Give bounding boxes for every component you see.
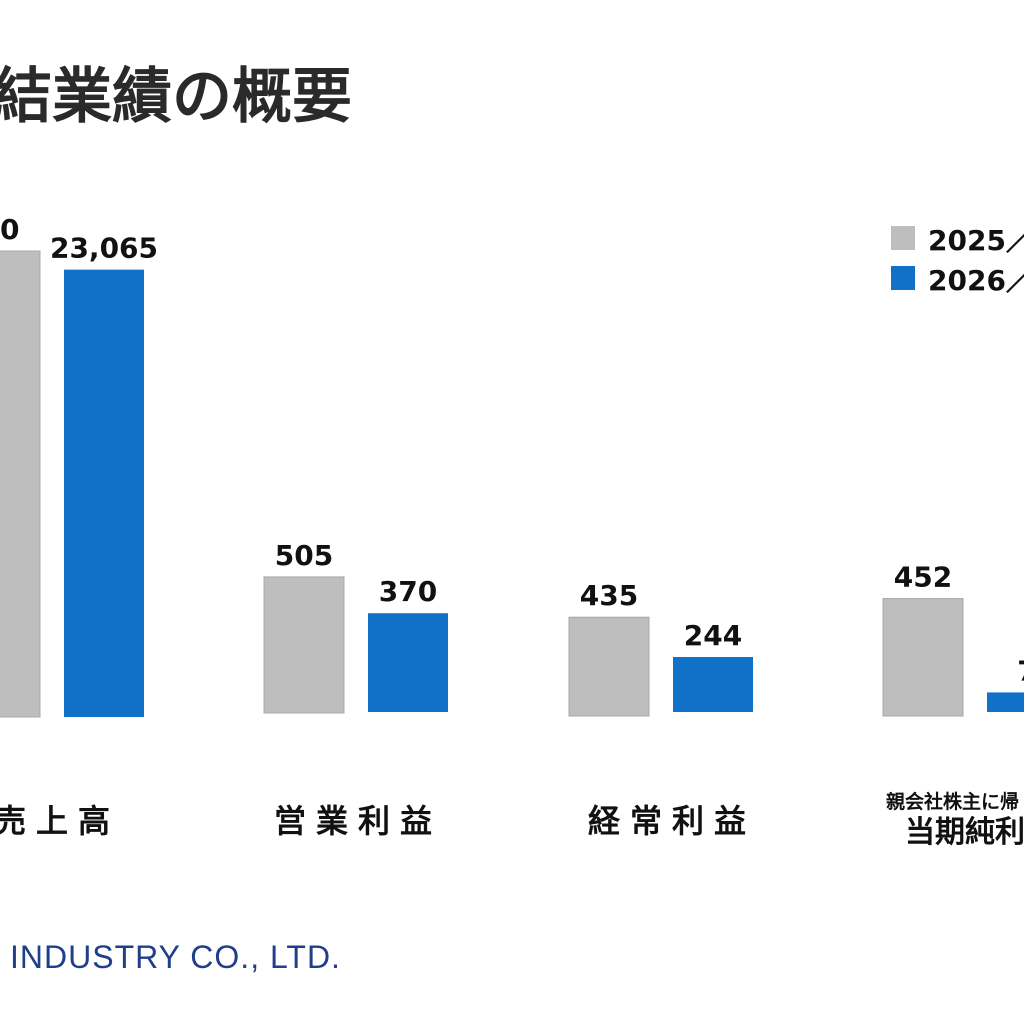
legend-swatch-2026 bbox=[891, 266, 915, 290]
value-label-2026-2: 244 bbox=[684, 619, 742, 652]
value-label-2026-1: 370 bbox=[379, 575, 437, 608]
value-label-2025-1: 505 bbox=[275, 539, 333, 572]
chart-title: 結業績の概要 bbox=[0, 62, 352, 132]
bar-2025-0 bbox=[0, 250, 41, 718]
bars-group bbox=[0, 250, 1024, 718]
value-label-2026-3: 7 bbox=[1017, 654, 1024, 687]
category-label-keijo-rieki: 経常利益 bbox=[588, 802, 756, 840]
company-name-footer: INDUSTRY CO., LTD. bbox=[10, 939, 341, 975]
bar-2025-2 bbox=[568, 616, 650, 717]
legend-swatch-2025 bbox=[891, 226, 915, 250]
legend: 2025／ 2026／ bbox=[891, 224, 1024, 297]
category-sublabel-net: 親会社株主に帰 bbox=[886, 790, 1019, 813]
category-label-uriagedaka: 売上高 bbox=[0, 802, 120, 840]
legend-label-2025: 2025／ bbox=[928, 224, 1024, 257]
value-label-2026-0: 23,065 bbox=[50, 232, 158, 265]
bar-2026-0 bbox=[64, 269, 144, 717]
legend-label-2026: 2026／ bbox=[928, 264, 1024, 297]
bar-2025-1 bbox=[263, 576, 345, 714]
bar-2025-3 bbox=[882, 598, 964, 717]
value-label-2025-2: 435 bbox=[580, 579, 638, 612]
bar-2026-2 bbox=[673, 657, 753, 712]
category-label-net-income: 当期純利 bbox=[905, 815, 1024, 850]
category-labels: 売上高 営業利益 経常利益 親会社株主に帰 当期純利 bbox=[0, 790, 1024, 850]
category-label-eigyo-rieki: 営業利益 bbox=[274, 802, 442, 840]
value-labels-group: 50 505 435 452 23,065 370 244 7 bbox=[0, 213, 1024, 687]
value-label-2025-3: 452 bbox=[894, 561, 952, 594]
bar-2026-1 bbox=[368, 613, 448, 712]
bar-2026-3 bbox=[987, 692, 1024, 712]
value-label-2025-0: 50 bbox=[0, 213, 19, 246]
